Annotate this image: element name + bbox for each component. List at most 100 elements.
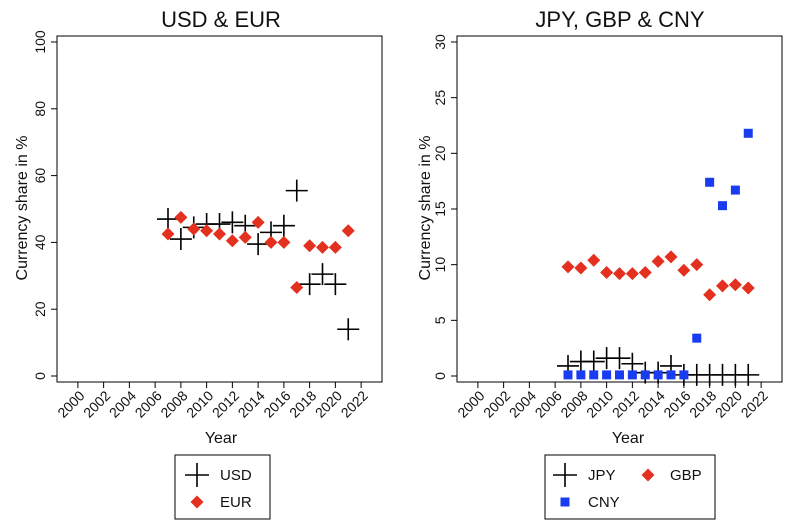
legend-marker-usd xyxy=(185,463,209,487)
x-tick-label: 2020 xyxy=(712,387,745,420)
x-tick-label: 2016 xyxy=(260,387,293,420)
series-gbp xyxy=(561,250,755,302)
y-tick-label: 0 xyxy=(432,372,448,380)
point-cny xyxy=(563,370,573,380)
x-tick-label: 2004 xyxy=(506,387,539,420)
series-eur xyxy=(161,210,355,294)
point-eur xyxy=(303,239,317,253)
x-tick-label: 2000 xyxy=(454,387,487,420)
y-tick-label: 100 xyxy=(32,30,48,54)
point-cny xyxy=(743,128,753,138)
legend-symbol-usd xyxy=(185,463,209,487)
y-tick-label: 40 xyxy=(32,234,48,250)
x-tick-label: 2014 xyxy=(235,387,268,420)
point-cny xyxy=(576,370,586,380)
point-gbp xyxy=(664,250,678,264)
point-eur xyxy=(200,224,214,238)
x-tick-label: 2010 xyxy=(183,387,216,420)
x-ticks: 2000200220042006200820102012201420162018… xyxy=(54,382,371,421)
legend-symbol-eur xyxy=(190,495,204,509)
y-axis-label: Currency share in % xyxy=(417,136,434,281)
point-gbp xyxy=(613,267,626,281)
point-usd xyxy=(285,179,308,202)
legend-marker-eur xyxy=(190,495,204,509)
x-tick-label: 2004 xyxy=(106,387,139,420)
data-points xyxy=(557,128,760,386)
legend-symbol-gbp xyxy=(641,468,655,482)
point-usd xyxy=(298,273,321,296)
point-eur xyxy=(225,234,239,248)
point-gbp xyxy=(561,260,575,274)
y-tick-label: 20 xyxy=(432,145,448,161)
point-eur xyxy=(328,240,342,254)
point-gbp xyxy=(587,253,601,267)
point-cny xyxy=(627,370,637,380)
y-tick-label: 0 xyxy=(32,372,48,380)
point-cny xyxy=(589,370,599,380)
point-cny xyxy=(666,370,676,380)
y-tick-label: 60 xyxy=(32,168,48,184)
point-cny xyxy=(718,201,727,211)
y-tick-label: 10 xyxy=(432,257,448,273)
x-tick-label: 2008 xyxy=(157,387,190,420)
point-gbp xyxy=(741,281,755,295)
x-tick-label: 2014 xyxy=(635,387,668,420)
point-eur xyxy=(238,230,252,244)
point-usd xyxy=(311,263,334,286)
x-axis-label: Year xyxy=(612,430,645,447)
legend-symbol-cny xyxy=(560,497,570,507)
y-ticks: 0 20 40 60 80 100 xyxy=(32,30,57,380)
point-eur xyxy=(161,227,175,241)
point-jpy xyxy=(737,363,760,386)
chart-title: USD & EUR xyxy=(161,7,281,32)
legend-box xyxy=(544,454,716,520)
point-eur xyxy=(341,224,355,238)
plot-area-frame xyxy=(56,35,383,383)
point-gbp xyxy=(716,279,729,293)
point-cny xyxy=(679,370,689,380)
point-gbp xyxy=(677,263,691,277)
y-tick-label: 20 xyxy=(32,301,48,317)
point-cny xyxy=(615,370,624,380)
y-tick-label: 25 xyxy=(432,90,448,106)
x-ticks: 2000200220042006200820102012201420162018… xyxy=(454,382,771,421)
point-gbp xyxy=(625,267,639,281)
x-tick-label: 2012 xyxy=(609,387,642,420)
legend: JPY GBP CNY xyxy=(544,454,716,520)
point-cny xyxy=(705,177,715,187)
point-eur xyxy=(264,235,278,249)
point-usd xyxy=(272,214,295,237)
y-axis-label: Currency share in % xyxy=(14,136,31,281)
series-usd xyxy=(157,179,360,341)
point-cny xyxy=(653,370,663,380)
point-gbp xyxy=(651,254,665,268)
point-cny xyxy=(602,370,612,380)
series-jpy xyxy=(557,347,760,386)
plot-area-frame xyxy=(456,35,783,383)
point-gbp xyxy=(574,261,588,275)
x-tick-label: 2002 xyxy=(80,387,113,420)
point-eur xyxy=(174,210,188,224)
point-jpy xyxy=(608,347,631,370)
x-tick-label: 2006 xyxy=(532,387,565,420)
point-gbp xyxy=(690,258,704,272)
point-cny xyxy=(730,185,740,195)
legend-label-cny: CNY xyxy=(588,494,620,511)
point-usd xyxy=(337,318,360,341)
point-cny xyxy=(692,333,702,343)
y-tick-label: 15 xyxy=(432,201,448,217)
x-tick-label: 2010 xyxy=(583,387,616,420)
x-axis-label: Year xyxy=(205,430,238,447)
point-usd xyxy=(157,208,179,231)
point-usd xyxy=(221,211,244,234)
point-gbp xyxy=(703,288,717,302)
y-tick-label: 30 xyxy=(432,34,448,50)
x-tick-label: 2018 xyxy=(686,387,719,420)
y-ticks: 0 5 10 15 20 25 30 xyxy=(432,34,457,380)
legend-symbol-jpy xyxy=(553,463,577,487)
x-tick-label: 2008 xyxy=(557,387,590,420)
x-tick-label: 2020 xyxy=(312,387,345,420)
x-tick-label: 2000 xyxy=(54,387,87,420)
legend-marker-gbp xyxy=(641,468,655,482)
